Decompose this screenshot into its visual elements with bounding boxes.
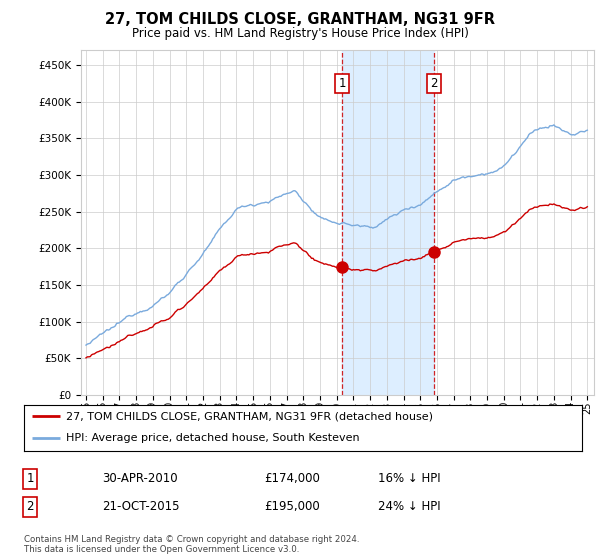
Text: 21-OCT-2015: 21-OCT-2015	[102, 500, 179, 514]
Text: HPI: Average price, detached house, South Kesteven: HPI: Average price, detached house, Sout…	[66, 433, 359, 443]
Bar	[342, 50, 434, 395]
Text: 27, TOM CHILDS CLOSE, GRANTHAM, NG31 9FR: 27, TOM CHILDS CLOSE, GRANTHAM, NG31 9FR	[105, 12, 495, 27]
Text: 1: 1	[26, 472, 34, 486]
Text: 1: 1	[338, 77, 346, 90]
Text: 27, TOM CHILDS CLOSE, GRANTHAM, NG31 9FR (detached house): 27, TOM CHILDS CLOSE, GRANTHAM, NG31 9FR…	[66, 412, 433, 421]
Text: £174,000: £174,000	[264, 472, 320, 486]
Text: 2: 2	[430, 77, 438, 90]
Text: 16% ↓ HPI: 16% ↓ HPI	[378, 472, 440, 486]
Text: 2: 2	[26, 500, 34, 514]
Text: Contains HM Land Registry data © Crown copyright and database right 2024.
This d: Contains HM Land Registry data © Crown c…	[24, 535, 359, 554]
Text: 30-APR-2010: 30-APR-2010	[102, 472, 178, 486]
Text: Price paid vs. HM Land Registry's House Price Index (HPI): Price paid vs. HM Land Registry's House …	[131, 27, 469, 40]
Text: 24% ↓ HPI: 24% ↓ HPI	[378, 500, 440, 514]
Text: £195,000: £195,000	[264, 500, 320, 514]
